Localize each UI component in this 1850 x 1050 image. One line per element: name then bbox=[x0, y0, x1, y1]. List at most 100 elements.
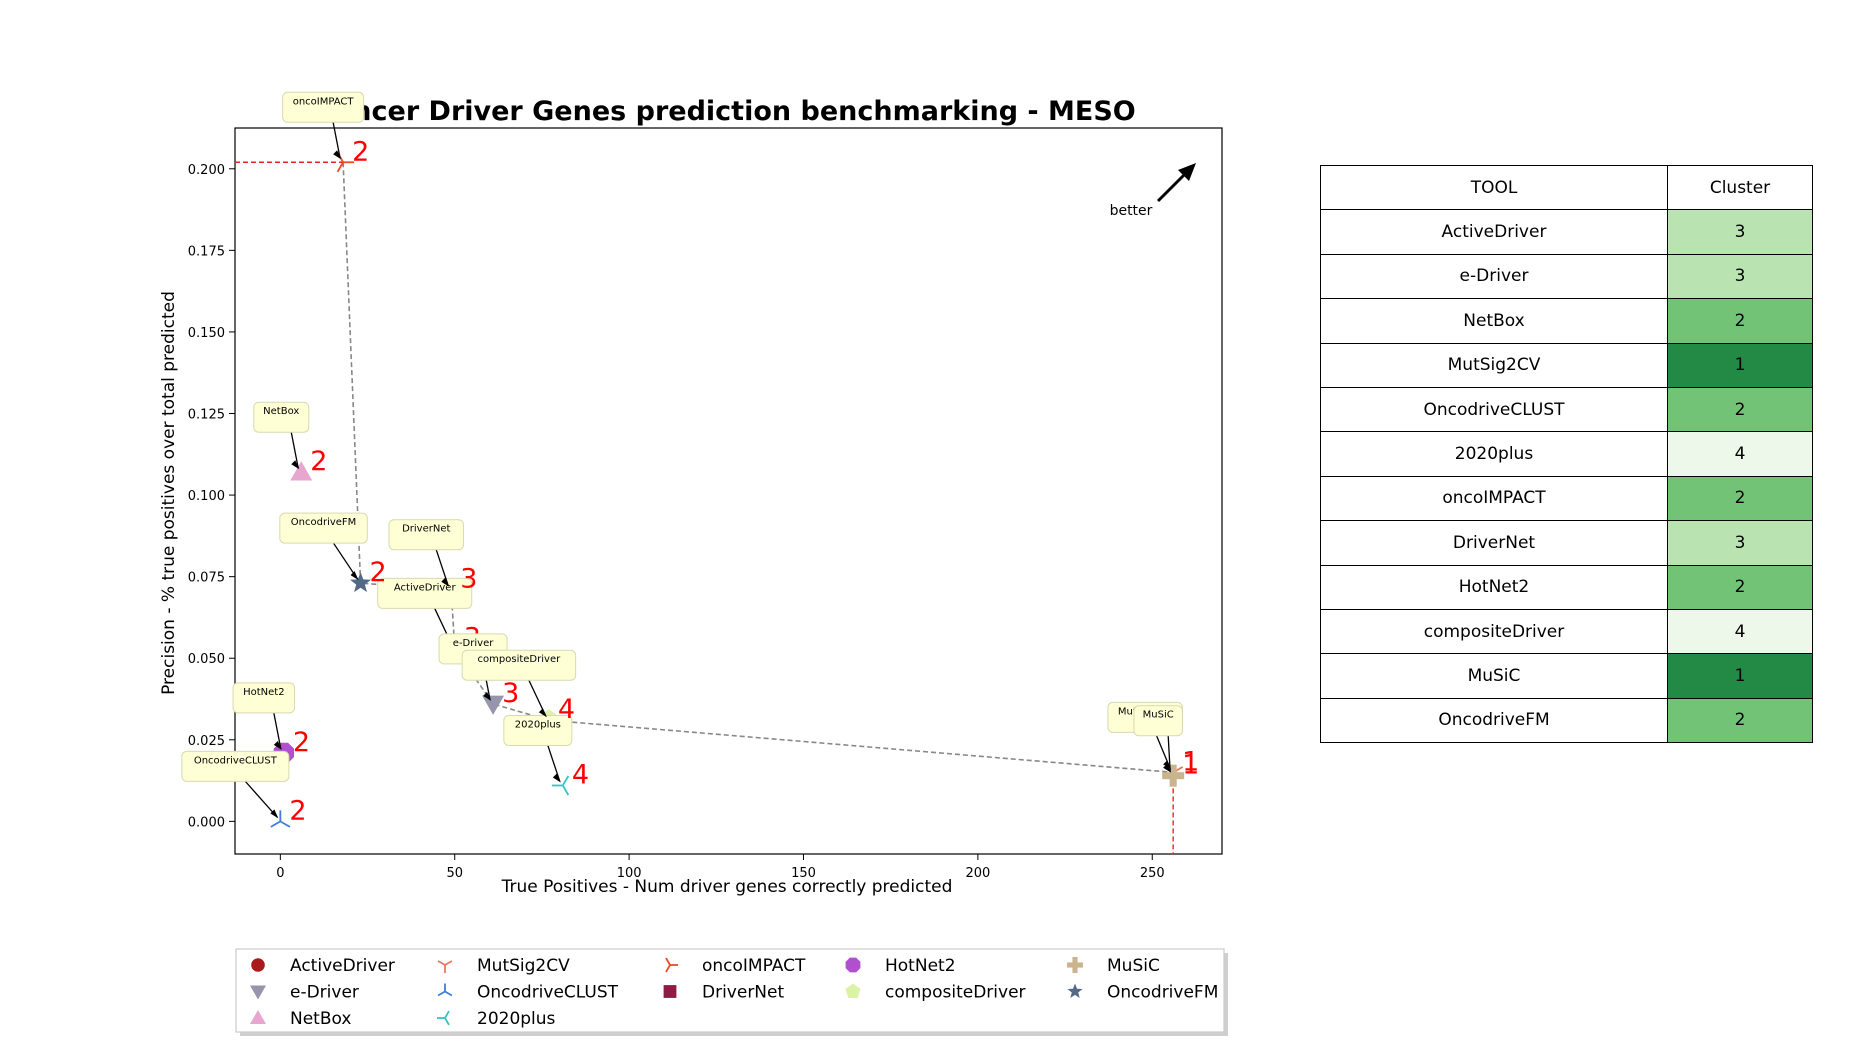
y-tick-label: 0.125 bbox=[188, 408, 225, 423]
point-music bbox=[1162, 764, 1185, 787]
better-indicator: better bbox=[1110, 163, 1196, 219]
table-cell-tool: e-Driver bbox=[1320, 253, 1668, 300]
annotation-box bbox=[282, 91, 365, 123]
table-cell-cluster: 2 bbox=[1667, 298, 1813, 344]
annotation-arrow bbox=[547, 745, 561, 782]
legend-item-activedriver: ActiveDriver bbox=[251, 956, 395, 976]
cluster-table: TOOL Cluster ActiveDriver 3 e-Driver 3 NetBo… bbox=[1320, 164, 1813, 744]
legend-item-2020plus: 2020plus bbox=[437, 1009, 556, 1029]
annotation-arrow bbox=[244, 780, 278, 818]
y-axis-label: Precision - % true positives over total … bbox=[159, 291, 179, 695]
table-row: MuSiC 1 bbox=[1320, 653, 1813, 699]
annotation-hotnet2: HotNet2 2 bbox=[232, 682, 310, 758]
pareto-front bbox=[235, 161, 1174, 854]
legend-label: ActiveDriver bbox=[290, 956, 395, 976]
table-cell-tool: HotNet2 bbox=[1320, 564, 1668, 610]
legend-marker-icon bbox=[250, 1010, 266, 1024]
table-cell-cluster: 2 bbox=[1667, 386, 1813, 433]
annotation-label: MuSiC bbox=[1143, 710, 1174, 721]
table-cell-tool: OncodriveFM bbox=[1320, 697, 1668, 744]
table-row: ActiveDriver 3 bbox=[1320, 209, 1813, 255]
table-row: HotNet2 2 bbox=[1320, 564, 1813, 610]
cluster-number: 2 bbox=[310, 446, 327, 477]
table-cell-cluster: 2 bbox=[1667, 564, 1813, 610]
legend-label: OncodriveCLUST bbox=[477, 983, 619, 1003]
annotation-arrowhead-icon bbox=[441, 577, 450, 587]
annotation-arrowhead-icon bbox=[350, 571, 359, 581]
y-tick-label: 0.075 bbox=[188, 571, 225, 586]
legend-marker-icon bbox=[250, 985, 266, 1000]
legend-label: 2020plus bbox=[477, 1009, 556, 1029]
legend-box bbox=[235, 948, 1225, 1033]
annotation-label: oncoIMPACT bbox=[293, 96, 355, 107]
annotation-arrowhead-icon bbox=[291, 460, 300, 470]
cluster-number: 3 bbox=[460, 564, 477, 595]
table-cell-cluster: 3 bbox=[1667, 520, 1813, 566]
annotation-arrow bbox=[332, 122, 341, 159]
cluster-number: 2 bbox=[293, 727, 310, 758]
table-cell-cluster: 4 bbox=[1667, 608, 1813, 655]
annotation-arrowhead-icon bbox=[483, 691, 492, 701]
pareto-front-line bbox=[342, 162, 1174, 774]
annotation-label: 2020plus bbox=[515, 719, 561, 730]
x-tick-label: 50 bbox=[446, 866, 463, 881]
annotation-label: compositeDriver bbox=[478, 654, 562, 665]
y-tick-label: 0.175 bbox=[188, 244, 225, 259]
table-cell-tool: MuSiC bbox=[1320, 653, 1668, 699]
y-tick-label: 0.000 bbox=[188, 815, 225, 830]
point-oncodrivefm bbox=[350, 572, 371, 593]
x-tick-label: 0 bbox=[276, 866, 284, 881]
table-row: OncodriveCLUST 2 bbox=[1320, 386, 1813, 433]
table-row: NetBox 2 bbox=[1320, 298, 1813, 344]
legend-marker-icon bbox=[437, 983, 453, 997]
legend-marker-icon bbox=[251, 958, 265, 972]
table-row: DriverNet 3 bbox=[1320, 520, 1813, 566]
table-cell-cluster: 3 bbox=[1667, 209, 1813, 255]
annotation-arrow bbox=[273, 712, 282, 749]
cluster-number: 4 bbox=[558, 694, 575, 725]
table-row: compositeDriver 4 bbox=[1320, 608, 1813, 655]
legend-label: compositeDriver bbox=[885, 983, 1026, 1003]
table-cell-cluster: 1 bbox=[1667, 653, 1813, 699]
table-cell-tool: oncoIMPACT bbox=[1320, 475, 1668, 522]
legend-item-hotnet2: HotNet2 bbox=[845, 956, 956, 976]
legend-label: DriverNet bbox=[702, 983, 784, 1003]
cluster-number: 2 bbox=[352, 136, 369, 167]
annotation-oncodrivefm: OncodriveFM 2 bbox=[279, 512, 387, 588]
legend-item-drivernet: DriverNet bbox=[663, 983, 784, 1003]
legend-item-oncoimpact: oncoIMPACT bbox=[665, 956, 806, 976]
legend-item-netbox: NetBox bbox=[250, 1009, 351, 1029]
legend-label: NetBox bbox=[290, 1009, 351, 1029]
annotation-label: NetBox bbox=[263, 406, 299, 417]
legend-item-compositedriver: compositeDriver bbox=[845, 983, 1026, 1003]
y-tick-label: 0.050 bbox=[188, 652, 225, 667]
annotation-box bbox=[461, 649, 577, 681]
cluster-number: 2 bbox=[370, 557, 387, 588]
annotation-box bbox=[181, 750, 290, 782]
point-netbox bbox=[290, 461, 313, 481]
annotation-arrowhead-icon bbox=[1163, 763, 1172, 773]
annotation-arrow bbox=[435, 549, 449, 586]
annotation-box bbox=[253, 401, 310, 433]
legend-label: MutSig2CV bbox=[477, 956, 570, 976]
table-cell-tool: ActiveDriver bbox=[1320, 209, 1668, 255]
legend-label: HotNet2 bbox=[885, 956, 956, 976]
legend-item-music: MuSiC bbox=[1067, 956, 1160, 976]
table-row: OncodriveFM 2 bbox=[1320, 697, 1813, 744]
x-tick-label: 150 bbox=[791, 866, 816, 881]
x-tick-label: 250 bbox=[1140, 866, 1165, 881]
table-cell-tool: MutSig2CV bbox=[1320, 342, 1668, 388]
annotation-oncodriveclust: OncodriveCLUST 2 bbox=[181, 750, 307, 826]
table-cell-cluster: 2 bbox=[1667, 475, 1813, 522]
cluster-number: 4 bbox=[572, 759, 589, 790]
legend-marker-icon bbox=[1067, 983, 1083, 998]
annotations: ActiveDriver3e-Driver3NetBox2MutSig2CV1O… bbox=[181, 91, 1199, 826]
annotation-compositedriver: compositeDriver 4 bbox=[461, 649, 577, 725]
table-cell-tool: compositeDriver bbox=[1320, 608, 1668, 655]
legend-item-oncodrivefm: OncodriveFM bbox=[1067, 983, 1218, 1003]
legend-item-oncodriveclust: OncodriveCLUST bbox=[437, 983, 619, 1003]
annotation-arrowhead-icon bbox=[333, 150, 342, 160]
legend-marker-icon bbox=[845, 983, 861, 998]
y-tick-label: 0.200 bbox=[188, 163, 225, 178]
